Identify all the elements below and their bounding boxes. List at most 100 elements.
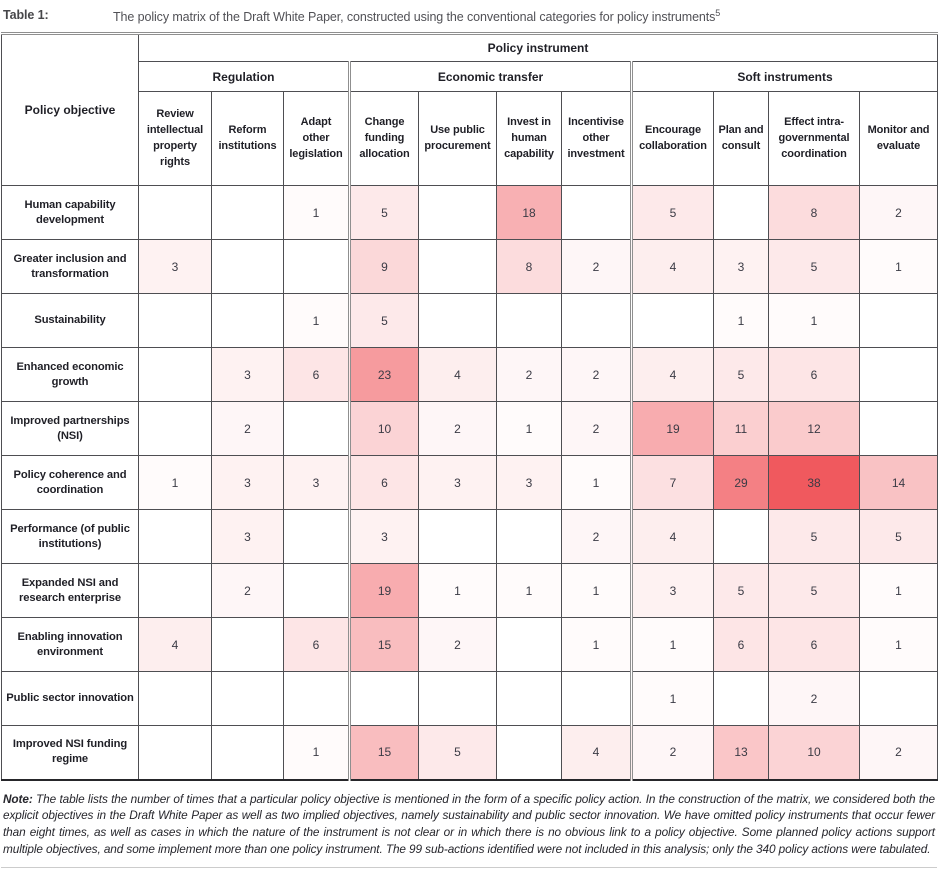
- matrix-cell: [714, 510, 769, 564]
- matrix-cell: 2: [419, 618, 497, 672]
- matrix-cell: 19: [632, 402, 714, 456]
- matrix-cell: [212, 294, 284, 348]
- matrix-cell: 1: [562, 618, 632, 672]
- group-header: Soft instruments: [632, 62, 938, 92]
- matrix-cell: 6: [284, 348, 350, 402]
- matrix-cell: [139, 348, 212, 402]
- matrix-cell: 13: [714, 726, 769, 780]
- matrix-cell: 2: [769, 672, 860, 726]
- row-label: Performance (of public institutions): [2, 510, 139, 564]
- table-row: Public sector innovation12: [2, 672, 938, 726]
- matrix-cell: 3: [212, 456, 284, 510]
- matrix-cell: [419, 186, 497, 240]
- matrix-cell: [284, 510, 350, 564]
- column-header: Reform institutions: [212, 92, 284, 186]
- matrix-cell: 1: [632, 618, 714, 672]
- matrix-cell: [212, 618, 284, 672]
- matrix-cell: [562, 294, 632, 348]
- matrix-cell: 1: [714, 294, 769, 348]
- matrix-cell: [212, 186, 284, 240]
- matrix-cell: 5: [350, 294, 419, 348]
- policy-objective-header: Policy objective: [2, 34, 139, 186]
- table-row: Expanded NSI and research enterprise2191…: [2, 564, 938, 618]
- matrix-cell: 5: [714, 564, 769, 618]
- matrix-cell: 4: [632, 348, 714, 402]
- row-label: Public sector innovation: [2, 672, 139, 726]
- matrix-cell: 3: [284, 456, 350, 510]
- matrix-cell: 6: [714, 618, 769, 672]
- matrix-cell: 2: [562, 510, 632, 564]
- matrix-cell: 15: [350, 618, 419, 672]
- matrix-cell: 3: [350, 510, 419, 564]
- row-label: Sustainability: [2, 294, 139, 348]
- matrix-cell: 1: [860, 618, 938, 672]
- column-header: Review intellectual property rights: [139, 92, 212, 186]
- matrix-cell: 1: [284, 186, 350, 240]
- column-header: Adapt other legislation: [284, 92, 350, 186]
- table-row: Policy coherence and coordination1336331…: [2, 456, 938, 510]
- matrix-cell: [139, 186, 212, 240]
- row-label: Improved partnerships (NSI): [2, 402, 139, 456]
- matrix-cell: 4: [562, 726, 632, 780]
- matrix-cell: 5: [714, 348, 769, 402]
- matrix-cell: 2: [860, 186, 938, 240]
- column-header: Monitor and evaluate: [860, 92, 938, 186]
- matrix-cell: 1: [284, 294, 350, 348]
- matrix-cell: 4: [632, 240, 714, 294]
- matrix-cell: [139, 564, 212, 618]
- matrix-cell: 12: [769, 402, 860, 456]
- matrix-cell: [350, 672, 419, 726]
- row-label: Human capability development: [2, 186, 139, 240]
- matrix-cell: [139, 726, 212, 780]
- matrix-cell: 2: [212, 564, 284, 618]
- table-row: Human capability development1518582: [2, 186, 938, 240]
- matrix-cell: 2: [562, 348, 632, 402]
- column-header: Encourage collaboration: [632, 92, 714, 186]
- table-row: Greater inclusion and transformation3982…: [2, 240, 938, 294]
- matrix-cell: 11: [714, 402, 769, 456]
- table-note-body: The table lists the number of times that…: [3, 792, 935, 856]
- matrix-cell: 5: [769, 240, 860, 294]
- matrix-cell: 2: [860, 726, 938, 780]
- matrix-cell: 6: [284, 618, 350, 672]
- matrix-cell: [212, 240, 284, 294]
- matrix-cell: 5: [769, 510, 860, 564]
- group-header: Regulation: [139, 62, 350, 92]
- matrix-cell: 1: [860, 564, 938, 618]
- column-header: Use public procurement: [419, 92, 497, 186]
- matrix-cell: 4: [419, 348, 497, 402]
- matrix-cell: 7: [632, 456, 714, 510]
- table-row: Improved NSI funding regime11554213102: [2, 726, 938, 780]
- row-label: Greater inclusion and transformation: [2, 240, 139, 294]
- matrix-cell: 9: [350, 240, 419, 294]
- matrix-cell: [632, 294, 714, 348]
- matrix-cell: 3: [419, 456, 497, 510]
- matrix-cell: 3: [632, 564, 714, 618]
- matrix-cell: 5: [769, 564, 860, 618]
- page: Table 1: The policy matrix of the Draft …: [0, 0, 938, 868]
- matrix-cell: 2: [497, 348, 562, 402]
- matrix-cell: [497, 294, 562, 348]
- matrix-cell: [212, 672, 284, 726]
- matrix-cell: [419, 510, 497, 564]
- row-label: Policy coherence and coordination: [2, 456, 139, 510]
- matrix-cell: 10: [769, 726, 860, 780]
- matrix-cell: 8: [497, 240, 562, 294]
- matrix-cell: 2: [562, 402, 632, 456]
- table-note: Note: The table lists the number of time…: [1, 791, 937, 858]
- bottom-divider: [1, 867, 937, 868]
- matrix-cell: 1: [562, 564, 632, 618]
- matrix-cell: [419, 240, 497, 294]
- matrix-cell: 10: [350, 402, 419, 456]
- matrix-cell: 2: [632, 726, 714, 780]
- matrix-cell: [139, 294, 212, 348]
- matrix-cell: 38: [769, 456, 860, 510]
- table-note-label: Note:: [3, 792, 33, 806]
- table-row: Performance (of public institutions)3324…: [2, 510, 938, 564]
- matrix-cell: 3: [497, 456, 562, 510]
- matrix-cell: 5: [632, 186, 714, 240]
- matrix-cell: 5: [350, 186, 419, 240]
- matrix-cell: [860, 672, 938, 726]
- matrix-cell: [419, 672, 497, 726]
- matrix-cell: 1: [769, 294, 860, 348]
